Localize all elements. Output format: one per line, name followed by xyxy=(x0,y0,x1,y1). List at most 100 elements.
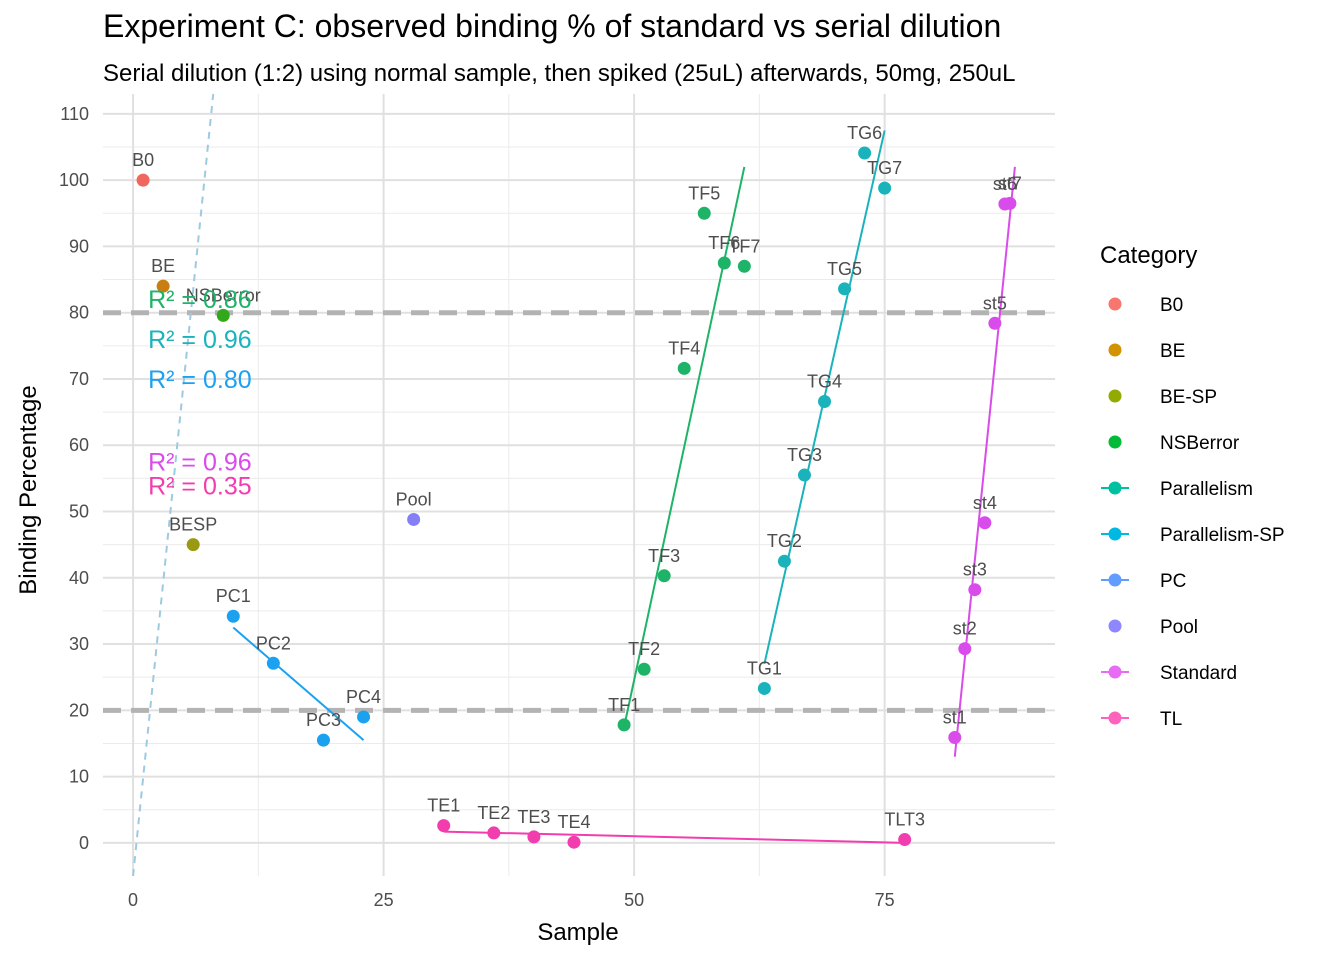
legend-key-point xyxy=(1108,527,1122,541)
chart-title: Experiment C: observed binding % of stan… xyxy=(103,8,1002,44)
data-point-pc4 xyxy=(357,710,371,724)
data-point-nsberror xyxy=(216,308,230,322)
y-tick-label: 0 xyxy=(79,833,89,853)
point-label: TF1 xyxy=(608,695,640,715)
legend-key-point xyxy=(1108,481,1122,495)
y-tick-label: 40 xyxy=(69,568,89,588)
point-label: TF3 xyxy=(648,546,680,566)
axis-layer: 0 10 20 30 40 50 60 70 80 90 100 110 0 25 50 75 xyxy=(59,104,895,910)
data-points xyxy=(136,146,1017,849)
data-point-tf2 xyxy=(637,662,651,676)
y-tick-label: 10 xyxy=(69,767,89,787)
data-point-tg3 xyxy=(797,468,811,482)
data-point-st2 xyxy=(958,642,972,656)
data-point-be xyxy=(156,279,170,293)
r-squared-label: R² = 0.96 xyxy=(148,448,252,476)
legend-key-point xyxy=(1108,297,1122,311)
point-label: st1 xyxy=(943,707,967,727)
data-point-tf7 xyxy=(737,259,751,273)
point-label: st6 xyxy=(993,174,1017,194)
data-point-besp xyxy=(186,538,200,552)
r-squared-label: R² = 0.96 xyxy=(148,326,252,354)
legend-item-label: Pool xyxy=(1160,617,1198,638)
data-point-st7 xyxy=(1003,196,1017,210)
y-tick-label: 30 xyxy=(69,634,89,654)
x-tick-label: 0 xyxy=(128,890,138,910)
fit-line-pc xyxy=(232,626,365,741)
data-point-te2 xyxy=(487,826,501,840)
point-label: TF5 xyxy=(688,183,720,203)
x-tick-label: 75 xyxy=(875,890,895,910)
y-tick-label: 50 xyxy=(69,502,89,522)
data-point-tg2 xyxy=(777,554,791,568)
legend: Category B0 BE BE-SP NSBerror Parallelism Para… xyxy=(1100,242,1285,730)
data-point-te1 xyxy=(437,819,451,833)
legend-key-point xyxy=(1108,619,1122,633)
data-point-tf3 xyxy=(657,569,671,583)
point-label: st5 xyxy=(983,293,1007,313)
data-point-tf6 xyxy=(717,256,731,270)
fit-line-standard xyxy=(953,166,1016,757)
point-label: TG4 xyxy=(807,371,842,391)
data-point-tlt3 xyxy=(898,833,912,847)
point-label: st7 xyxy=(998,173,1022,193)
x-tick-label: 25 xyxy=(374,890,394,910)
point-label: TG3 xyxy=(787,445,822,465)
fit-line-tl xyxy=(443,830,905,844)
data-point-tf4 xyxy=(677,361,691,375)
point-label: TF4 xyxy=(668,338,700,358)
data-point-pc3 xyxy=(316,733,330,747)
x-tick-label: 50 xyxy=(624,890,644,910)
data-point-tg4 xyxy=(818,394,832,408)
point-label: PC1 xyxy=(216,586,251,606)
data-point-tf5 xyxy=(697,206,711,220)
data-point-st4 xyxy=(978,516,992,530)
y-tick-label: 20 xyxy=(69,700,89,720)
point-label: TF6 xyxy=(708,233,740,253)
point-label: TG1 xyxy=(747,658,782,678)
point-label: PC3 xyxy=(306,710,341,730)
legend-item-label: NSBerror xyxy=(1160,433,1240,454)
point-label: BESP xyxy=(169,515,217,535)
fit-lines xyxy=(132,93,1016,877)
legend-item-label: TL xyxy=(1160,709,1182,730)
point-label: TG5 xyxy=(827,259,862,279)
data-point-pc2 xyxy=(266,656,280,670)
legend-key-point xyxy=(1108,573,1122,587)
reference-lines xyxy=(103,310,1055,713)
point-label: TF2 xyxy=(628,639,660,659)
point-label: TG6 xyxy=(847,123,882,143)
data-point-st3 xyxy=(968,583,982,597)
point-label: PC4 xyxy=(346,687,381,707)
r-squared-label: R² = 0.86 xyxy=(148,286,252,314)
data-point-b0 xyxy=(136,173,150,187)
data-point-te4 xyxy=(567,835,581,849)
legend-key-point xyxy=(1108,665,1122,679)
point-label: TLT3 xyxy=(884,810,925,830)
legend-item-label: PC xyxy=(1160,571,1186,592)
chart-subtitle: Serial dilution (1:2) using normal sampl… xyxy=(103,60,1016,87)
point-label: st3 xyxy=(963,560,987,580)
y-tick-label: 70 xyxy=(69,369,89,389)
point-label: TE4 xyxy=(557,812,590,832)
legend-key-point xyxy=(1108,343,1122,357)
legend-item-label: Parallelism xyxy=(1160,479,1253,500)
r-squared-label: R² = 0.35 xyxy=(148,472,252,500)
point-label: TG2 xyxy=(767,531,802,551)
data-point-tg6 xyxy=(858,146,872,160)
dotted-trend-line xyxy=(132,93,215,877)
data-point-st5 xyxy=(988,316,1002,330)
y-tick-label: 60 xyxy=(69,435,89,455)
data-point-pool xyxy=(407,512,421,526)
point-label: Pool xyxy=(396,489,432,509)
y-tick-label: 90 xyxy=(69,236,89,256)
point-label: TE2 xyxy=(477,803,510,823)
legend-key-point xyxy=(1108,389,1122,403)
point-label: TE1 xyxy=(427,796,460,816)
data-point-te3 xyxy=(527,830,541,844)
data-point-tf1 xyxy=(617,718,631,732)
point-label: B0 xyxy=(132,150,154,170)
